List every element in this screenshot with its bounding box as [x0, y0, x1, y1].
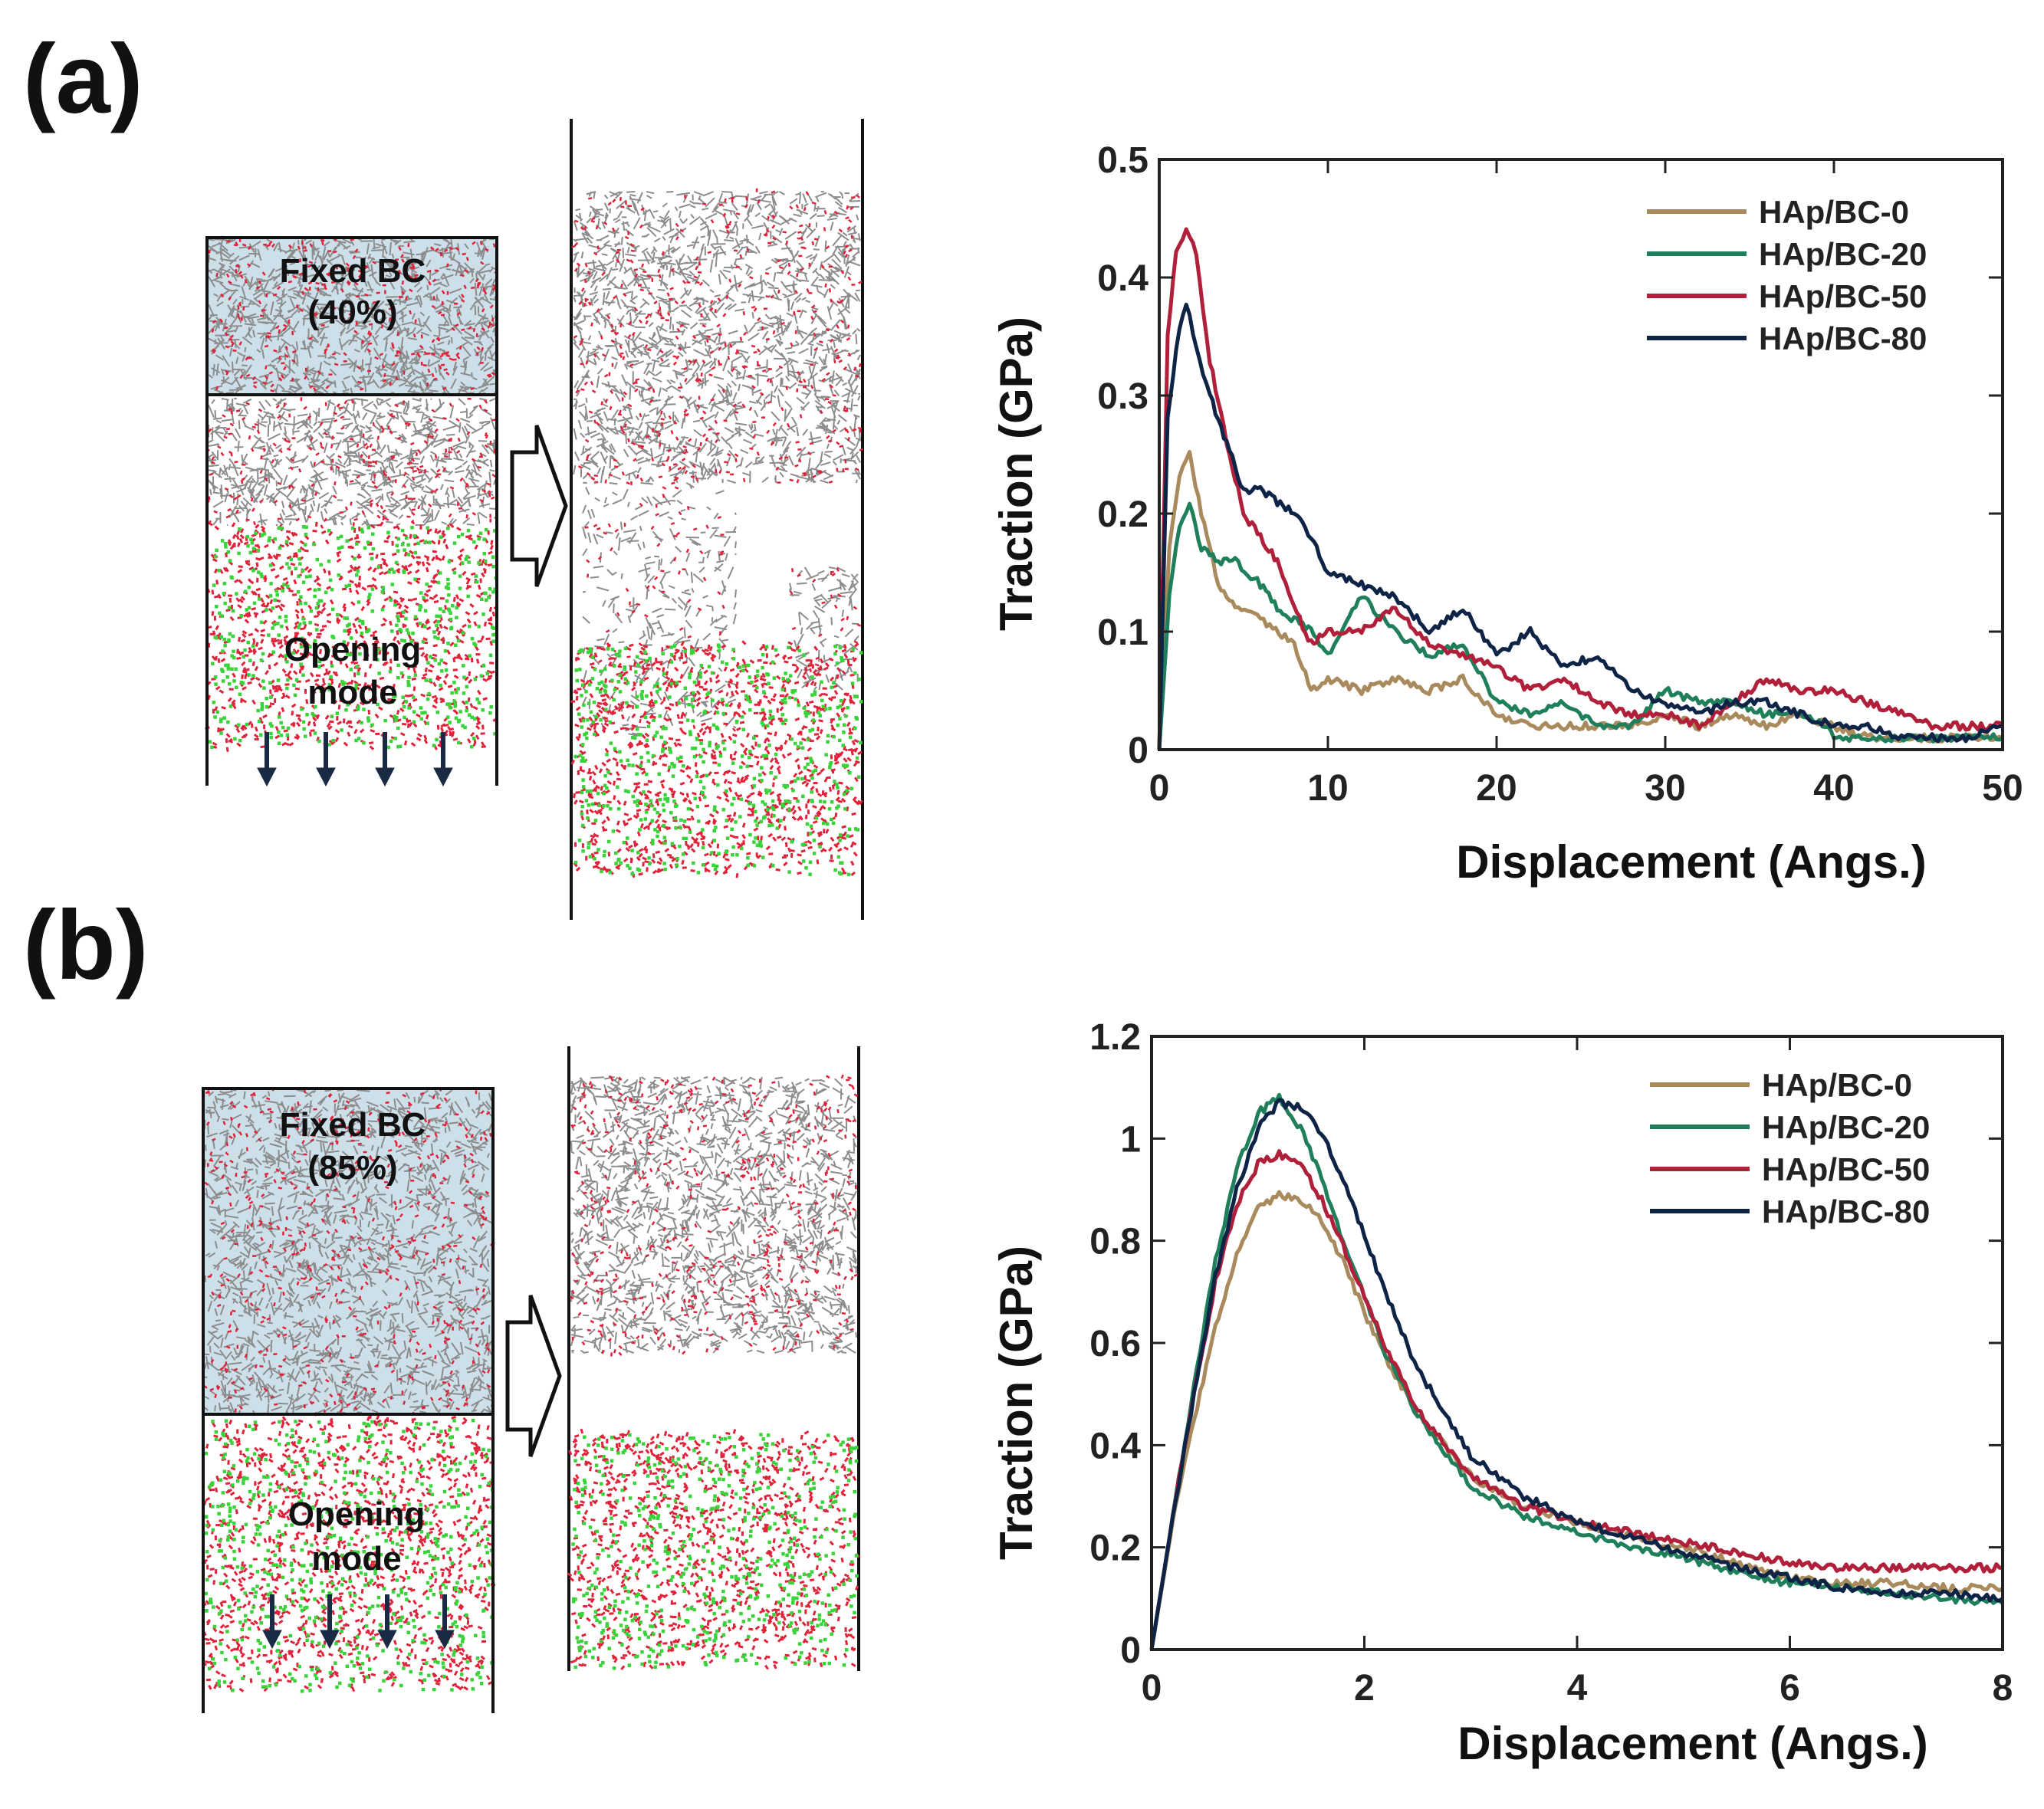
legend-entry: HAp/BC-50 — [1759, 278, 1927, 314]
legend-entry: HAp/BC-20 — [1762, 1109, 1930, 1145]
fixed-bc-label-b: Fixed BC — [280, 1106, 426, 1144]
y-tick-label: 0.4 — [1097, 258, 1149, 299]
y-tick-label: 0.5 — [1097, 140, 1149, 181]
x-tick-label: 0 — [1149, 768, 1170, 809]
x-tick-label: 2 — [1354, 1668, 1375, 1709]
series-line-hap-bc-80 — [1149, 1098, 2004, 1650]
pull-arrows-a — [257, 732, 453, 787]
down-arrow-icon — [257, 732, 277, 787]
fixed-bc-label-a: Fixed BC — [280, 252, 426, 290]
cellulose-strands-a2-right — [789, 566, 862, 691]
series-line-hap-bc-50 — [1157, 227, 2004, 750]
traction-chart-a: 0 10 20 30 40 50 0 0.1 0.2 0.3 0.4 0.5 HAp/BC-0 HAp/B… — [991, 140, 2023, 888]
opening-mode-label-a-1: Opening — [284, 631, 421, 668]
cellulose-strands-a2 — [581, 481, 737, 737]
traction-chart-b: 0 2 4 6 8 0 0.2 0.4 0.6 0.8 1 1.2 HAp/BC-0 HAp/BC-20 H… — [991, 1017, 2013, 1769]
fixed-bc-percent-b: (85%) — [307, 1149, 397, 1187]
transition-arrow-icon — [510, 425, 568, 587]
opening-mode-label-b-2: mode — [311, 1540, 401, 1578]
legend-entry: HAp/BC-0 — [1759, 194, 1909, 230]
simulation-a: Fixed BC (40%) Opening mode — [205, 119, 864, 920]
series-line-hap-bc-0 — [1157, 450, 2003, 750]
y-tick-label: 0.6 — [1089, 1324, 1141, 1364]
cellulose-fixed-b — [203, 1087, 495, 1417]
y-tick-label: 0.2 — [1089, 1528, 1141, 1569]
simulation-b: Fixed BC (85%) Opening mode — [201, 1046, 860, 1713]
x-tick-label: 0 — [1142, 1668, 1162, 1709]
x-tick-label: 40 — [1813, 768, 1854, 809]
opening-mode-label-a-2: mode — [307, 674, 397, 711]
down-arrow-icon — [377, 1594, 397, 1650]
y-tick-label: 0.8 — [1089, 1222, 1141, 1262]
y-tick-label: 0 — [1120, 1630, 1141, 1671]
x-tick-label: 6 — [1779, 1668, 1800, 1709]
hap-crystal-a2 — [570, 640, 863, 878]
y-axis-label-a: Traction (GPa) — [991, 317, 1042, 631]
cellulose-upper-b2 — [570, 1074, 859, 1357]
plot-area-a: 0 10 20 30 40 50 0 0.1 0.2 0.3 0.4 0.5 HAp/BC-0 HAp/B… — [1097, 140, 2023, 809]
cellulose-upper-a2 — [571, 188, 864, 485]
panel-label-a: (a) — [23, 25, 143, 134]
y-tick-label: 0.1 — [1097, 612, 1149, 653]
y-tick-label: 0 — [1128, 730, 1149, 771]
legend-entry: HAp/BC-80 — [1762, 1193, 1930, 1230]
y-tick-label: 0.4 — [1089, 1426, 1141, 1466]
y-tick-label: 0.3 — [1097, 376, 1149, 417]
y-axis-label-b: Traction (GPa) — [991, 1246, 1042, 1560]
hap-crystal-a — [205, 521, 499, 752]
pull-arrows-b — [262, 1594, 455, 1650]
fixed-bc-percent-a: (40%) — [307, 294, 397, 331]
legend-entry: HAp/BC-80 — [1759, 320, 1927, 356]
cellulose-free-a — [205, 397, 497, 529]
plot-frame — [1158, 158, 2004, 751]
series-line-hap-bc-0 — [1149, 1190, 2004, 1650]
x-tick-label: 10 — [1307, 768, 1348, 809]
y-tick-label: 1 — [1120, 1119, 1141, 1160]
cellulose-fixed-a — [208, 235, 498, 394]
down-arrow-icon — [433, 732, 453, 787]
series-line-hap-bc-80 — [1157, 302, 2003, 750]
down-arrow-icon — [435, 1594, 455, 1650]
legend-entry: HAp/BC-0 — [1762, 1067, 1912, 1103]
series-line-hap-bc-20 — [1149, 1092, 2004, 1650]
x-axis-label-a: Displacement (Angs.) — [1456, 836, 1926, 888]
legend-entry: HAp/BC-20 — [1759, 236, 1927, 272]
x-tick-label: 8 — [1993, 1668, 2013, 1709]
opening-mode-label-b-1: Opening — [288, 1495, 425, 1533]
y-tick-label: 0.2 — [1097, 494, 1149, 535]
y-tick-label: 1.2 — [1089, 1017, 1141, 1058]
transition-arrow-icon — [505, 1295, 562, 1457]
x-tick-label: 4 — [1567, 1668, 1588, 1709]
plot-area-b: 0 2 4 6 8 0 0.2 0.4 0.6 0.8 1 1.2 HAp/BC-0 HAp/BC-20 H… — [1089, 1017, 2013, 1709]
down-arrow-icon — [320, 1594, 340, 1650]
hap-crystal-b2 — [567, 1428, 860, 1670]
legend-entry: HAp/BC-50 — [1762, 1151, 1930, 1187]
down-arrow-icon — [316, 732, 336, 787]
series-line-hap-bc-20 — [1157, 501, 2004, 750]
x-tick-label: 50 — [1982, 768, 2023, 809]
down-arrow-icon — [262, 1594, 282, 1650]
x-tick-label: 30 — [1645, 768, 1685, 809]
down-arrow-icon — [375, 732, 395, 787]
panel-label-b: (b) — [23, 891, 149, 1000]
x-axis-label-b: Displacement (Angs.) — [1457, 1718, 1927, 1769]
x-tick-label: 20 — [1476, 768, 1517, 809]
